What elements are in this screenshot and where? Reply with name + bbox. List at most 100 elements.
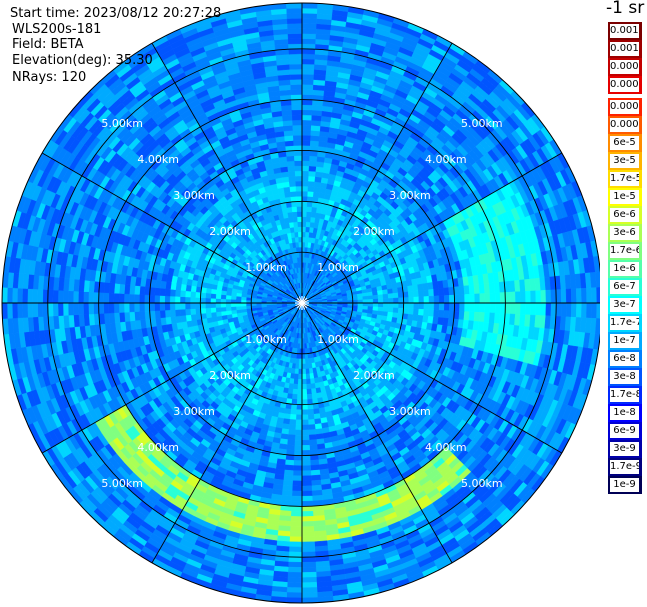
data-cell: [463, 311, 470, 321]
data-cell: [301, 145, 311, 151]
data-cell: [596, 287, 600, 304]
data-cell: [357, 296, 364, 301]
data-cell: [438, 302, 445, 311]
data-cell: [438, 309, 445, 319]
data-cell: [586, 302, 593, 319]
data-cell: [292, 383, 298, 390]
data-cell: [301, 510, 314, 517]
data-cell: [306, 393, 313, 400]
data-cell: [309, 378, 315, 385]
data-cell: [307, 419, 316, 426]
data-cell: [586, 287, 593, 304]
data-cell: [423, 289, 430, 297]
data-cell: [295, 419, 303, 426]
data-cell: [301, 211, 308, 217]
data-cell: [433, 309, 440, 318]
data-cell: [295, 414, 303, 421]
data-cell: [301, 587, 318, 594]
data-cell: [307, 408, 314, 415]
data-cell: [407, 308, 414, 315]
data-cell: [310, 125, 321, 132]
data-cell: [422, 282, 429, 291]
data-cell: [301, 89, 314, 96]
data-cell: [289, 414, 297, 421]
data-cell: [286, 582, 303, 588]
data-cell: [545, 289, 552, 304]
data-cell: [296, 389, 303, 395]
data-cell: [290, 408, 297, 415]
data-cell: [377, 294, 384, 300]
data-cell: [296, 399, 303, 405]
data-cell: [287, 571, 303, 578]
data-cell: [550, 289, 557, 304]
data-cell: [301, 134, 312, 141]
data-cell: [295, 409, 303, 416]
data-cell: [296, 394, 303, 400]
data-cell: [308, 175, 316, 182]
data-cell: [596, 302, 600, 319]
data-cell: [288, 556, 303, 563]
data-cell: [294, 444, 303, 451]
data-cell: [301, 221, 307, 228]
data-cell: [301, 3, 318, 9]
data-cell: [307, 414, 315, 421]
data-cell: [292, 480, 303, 487]
data-cell: [520, 291, 526, 304]
data-cell: [301, 429, 310, 436]
data-cell: [301, 404, 308, 411]
data-cell: [301, 231, 306, 238]
data-cell: [422, 315, 429, 324]
data-cell: [301, 84, 314, 90]
data-cell: [357, 299, 364, 304]
data-cell: [310, 474, 321, 481]
data-cell: [308, 439, 318, 446]
data-cell: [484, 302, 491, 314]
data-cell: [473, 311, 480, 322]
data-cell: [413, 302, 420, 310]
data-cell: [408, 302, 415, 310]
data-cell: [301, 99, 313, 106]
data-cell: [284, 459, 295, 466]
data-cell: [301, 556, 316, 563]
data-cell: [311, 109, 323, 117]
data-cell: [287, 561, 303, 568]
data-cell: [291, 500, 303, 507]
data-cell: [301, 546, 316, 553]
data-cell: [305, 378, 311, 385]
data-cell: [301, 495, 313, 502]
data-cell: [301, 180, 309, 187]
data-cell: [301, 94, 314, 101]
data-cell: [479, 302, 486, 313]
data-cell: [301, 33, 317, 40]
data-cell: [294, 434, 303, 441]
data-cell: [403, 302, 410, 309]
data-cell: [382, 307, 389, 313]
data-cell: [504, 291, 511, 304]
data-cell: [314, 176, 323, 183]
data-cell: [290, 516, 303, 522]
data-cell: [301, 531, 315, 538]
data-cell: [301, 399, 308, 405]
data-cell: [458, 285, 465, 296]
data-cell: [494, 292, 501, 304]
data-cell: [310, 130, 321, 137]
data-cell: [433, 295, 440, 304]
data-cell: [570, 302, 577, 318]
data-cell: [309, 140, 320, 147]
data-cell: [555, 302, 562, 317]
data-cell: [488, 312, 496, 324]
data-cell: [407, 291, 414, 298]
data-cell: [311, 489, 323, 497]
data-cell: [449, 294, 455, 304]
data-cell: [479, 293, 486, 304]
data-cell: [301, 226, 307, 233]
data-cell: [515, 302, 521, 315]
data-cell: [301, 58, 316, 65]
data-cell: [433, 302, 440, 311]
data-cell: [428, 295, 435, 304]
data-cell: [301, 414, 309, 421]
data-cell: [301, 526, 315, 533]
data-cell: [305, 368, 310, 375]
data-cell: [296, 404, 303, 411]
